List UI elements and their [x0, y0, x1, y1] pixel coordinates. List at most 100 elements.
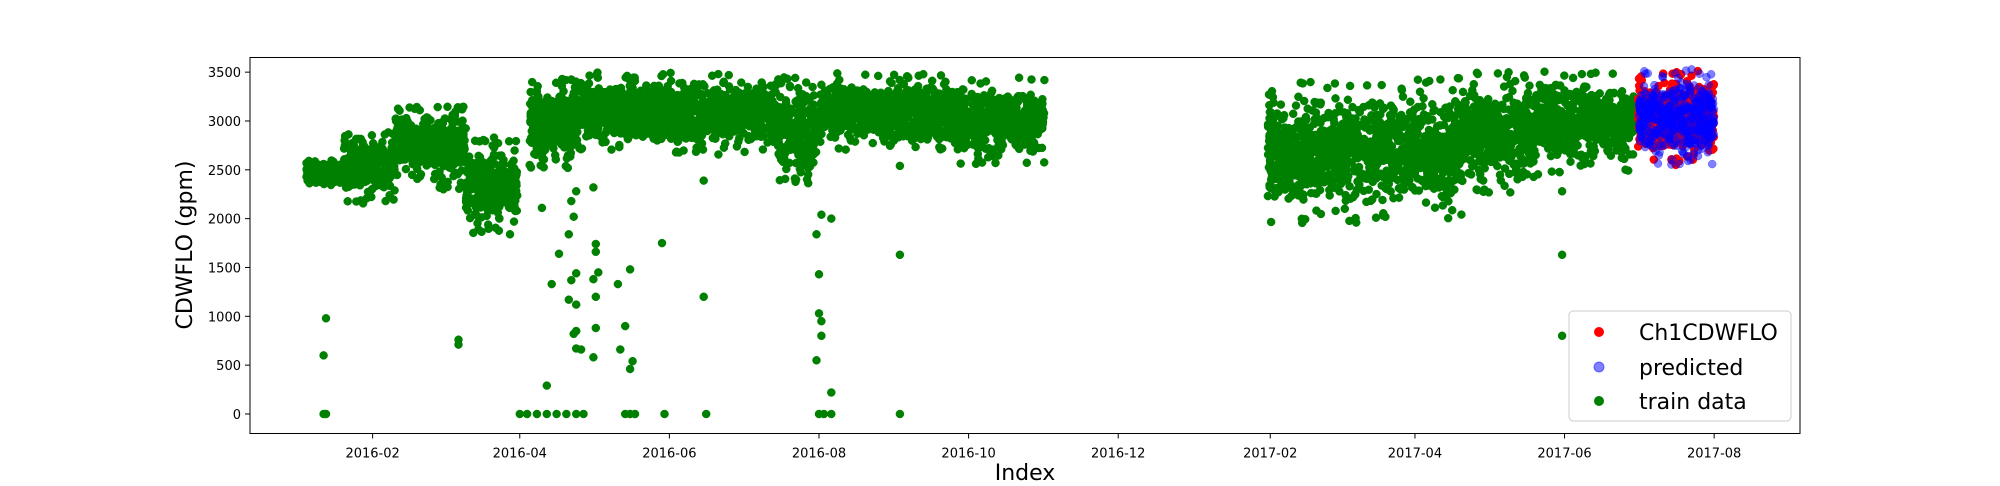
data-point	[939, 117, 949, 126]
data-point	[1362, 174, 1372, 184]
data-point	[1344, 124, 1353, 134]
data-point	[791, 175, 801, 184]
data-point	[971, 159, 981, 169]
data-point	[406, 151, 416, 161]
data-point	[407, 170, 417, 180]
data-point	[1360, 123, 1370, 132]
data-point	[306, 171, 315, 181]
data-point	[744, 135, 753, 145]
data-point	[1299, 195, 1308, 204]
data-point	[894, 124, 903, 134]
data-point	[697, 131, 707, 140]
data-point	[615, 142, 624, 152]
data-point	[435, 126, 445, 136]
data-point	[450, 159, 459, 169]
data-point	[847, 109, 857, 119]
data-point	[310, 157, 320, 166]
data-point	[1018, 113, 1027, 122]
data-point	[401, 164, 411, 174]
data-point	[630, 73, 639, 82]
data-point	[1031, 103, 1040, 112]
data-point	[376, 144, 385, 154]
data-point	[551, 78, 561, 88]
data-point	[801, 78, 811, 87]
data-point	[561, 75, 571, 85]
data-point	[793, 83, 803, 93]
data-point	[392, 170, 402, 180]
data-point	[485, 157, 495, 166]
data-point	[1027, 75, 1036, 84]
data-point	[1026, 146, 1035, 156]
data-point	[904, 107, 914, 117]
data-point	[904, 126, 914, 136]
data-point	[565, 141, 574, 150]
data-point	[1345, 81, 1355, 91]
data-point	[462, 197, 471, 207]
data-point	[1278, 111, 1287, 121]
data-point	[979, 113, 989, 123]
data-point	[448, 119, 457, 128]
data-point	[697, 81, 707, 90]
data-point	[1337, 159, 1346, 168]
data-point	[474, 213, 484, 222]
data-point	[719, 143, 729, 152]
data-point	[937, 96, 946, 106]
data-point	[553, 100, 562, 110]
data-point	[406, 121, 416, 130]
data-point	[735, 100, 744, 109]
data-point	[505, 203, 515, 213]
data-point	[672, 147, 681, 156]
data-point	[1276, 100, 1286, 109]
data-point	[1006, 116, 1015, 125]
data-point	[657, 71, 666, 81]
data-point	[910, 133, 920, 143]
data-point	[1351, 152, 1360, 161]
data-point	[690, 133, 699, 142]
data-point	[381, 196, 390, 206]
data-point	[385, 181, 394, 190]
data-point	[1342, 109, 1352, 118]
data-point	[389, 195, 398, 204]
data-point	[995, 143, 1005, 152]
data-point	[599, 115, 609, 124]
data-point	[363, 167, 373, 176]
data-point	[1289, 183, 1298, 193]
data-point	[1337, 129, 1346, 139]
data-point	[783, 107, 793, 117]
data-point	[1291, 101, 1301, 110]
data-point	[343, 197, 352, 206]
data-point	[361, 159, 371, 169]
data-point	[1279, 138, 1289, 147]
data-point	[533, 108, 542, 117]
data-point	[915, 125, 924, 135]
data-point	[1330, 109, 1340, 118]
data-point	[527, 77, 537, 87]
data-point	[967, 76, 977, 85]
data-point	[631, 105, 640, 114]
data-point	[1330, 79, 1340, 88]
data-point	[525, 99, 535, 109]
data-point	[832, 79, 842, 88]
data-point	[1301, 112, 1311, 122]
data-point	[359, 144, 368, 154]
data-point	[914, 71, 923, 80]
data-point	[1319, 154, 1328, 163]
data-point	[868, 138, 878, 148]
data-point	[973, 149, 983, 159]
data-point	[537, 122, 546, 131]
data-point	[937, 144, 947, 153]
data-point	[759, 82, 768, 92]
data-point	[802, 175, 812, 184]
data-point	[1040, 75, 1049, 85]
data-point	[843, 130, 853, 140]
data-point	[1000, 100, 1009, 109]
data-point	[798, 142, 807, 151]
data-point	[600, 87, 610, 97]
data-point	[887, 129, 896, 139]
data-point	[343, 166, 352, 175]
data-point	[845, 123, 854, 132]
data-point	[537, 99, 546, 109]
data-point	[578, 110, 588, 119]
data-point	[817, 80, 826, 90]
data-point	[607, 118, 616, 128]
